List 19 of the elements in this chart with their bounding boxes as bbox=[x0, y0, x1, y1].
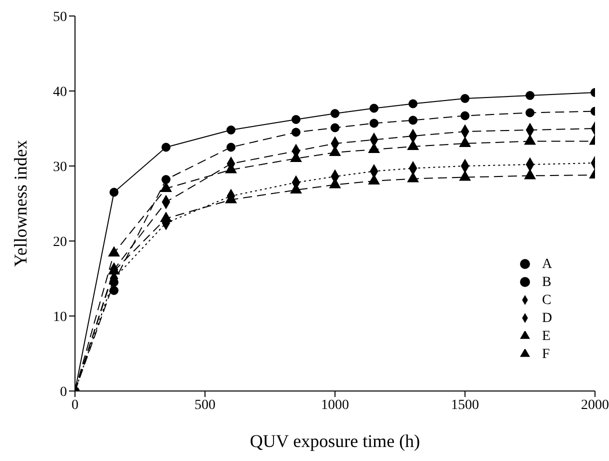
y-tick-label: 50 bbox=[53, 10, 67, 25]
y-tick-label: 20 bbox=[53, 234, 67, 250]
y-axis-title: Yellowness index bbox=[10, 140, 30, 267]
legend-label: B bbox=[542, 275, 552, 290]
legend-label: D bbox=[542, 311, 552, 326]
legend-label: A bbox=[542, 257, 552, 272]
y-tick-label: 30 bbox=[53, 160, 67, 175]
y-tick-label: 40 bbox=[53, 84, 67, 100]
legend-label: C bbox=[542, 293, 552, 308]
x-tick-label: 1500 bbox=[451, 398, 479, 413]
legend-label: E bbox=[542, 329, 551, 344]
legend-label: F bbox=[542, 347, 550, 362]
x-axis-title: QUV exposure time (h) bbox=[250, 431, 420, 451]
x-tick-label: 1000 bbox=[321, 398, 349, 413]
x-tick-label: 2000 bbox=[581, 398, 609, 413]
x-tick-label: 500 bbox=[194, 398, 216, 413]
x-tick-label: 0 bbox=[72, 398, 78, 413]
y-tick-label: 10 bbox=[53, 310, 67, 325]
y-tick-label: 0 bbox=[60, 384, 67, 400]
